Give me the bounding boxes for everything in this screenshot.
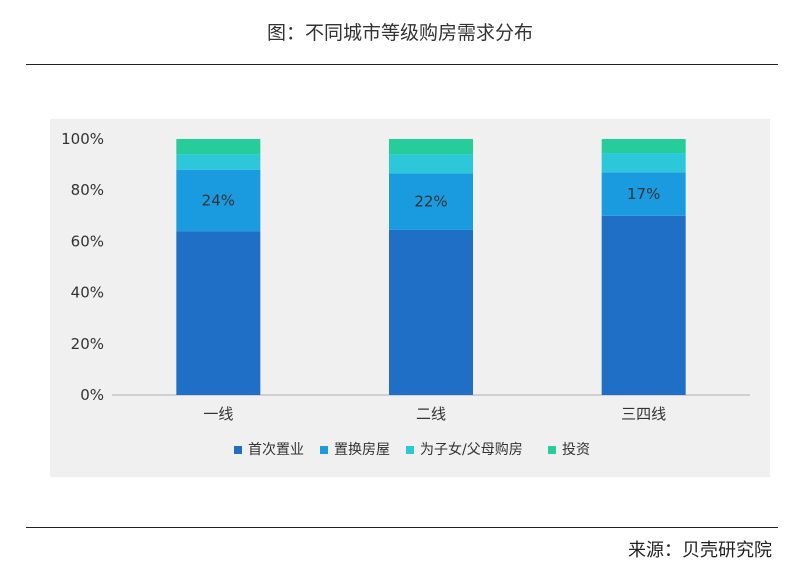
x-category-label: 一线: [203, 405, 233, 423]
bar-data-label: 22%: [414, 193, 447, 211]
bar-segment: [176, 139, 261, 155]
chart-panel: 0% 20% 40% 60% 80% 100% 24% 一线 22% 二线 17% 三四线首次置业 置换…: [50, 119, 770, 477]
bar-segment: [389, 154, 473, 174]
page-title: 图：不同城市等级购房需求分布: [266, 22, 533, 44]
y-tick-label: 100%: [61, 130, 104, 148]
bar-segment: [176, 169, 261, 232]
bar-segment: [389, 229, 473, 395]
bar-segment: [601, 139, 686, 154]
y-tick-label: 0%: [80, 386, 104, 404]
bottom-divider: [26, 527, 778, 528]
legend-swatch: [548, 446, 556, 454]
bar-data-label: 17%: [627, 185, 660, 203]
y-tick-label: 40%: [71, 284, 104, 302]
legend-swatch: [406, 446, 414, 454]
bar-data-label: 24%: [202, 191, 235, 209]
legend-swatch: [320, 446, 328, 454]
legend-label: 为子女/父母购房: [420, 441, 523, 458]
y-tick-label: 80%: [71, 181, 104, 199]
bar-segment: [176, 154, 261, 170]
legend-label: 置换房屋: [334, 441, 390, 458]
bar-segment: [389, 173, 473, 230]
x-category-label: 二线: [416, 405, 446, 423]
y-tick-label: 60%: [71, 232, 104, 250]
top-divider: [26, 64, 778, 65]
bar-segment: [601, 172, 686, 216]
legend-label: 首次置业: [248, 442, 304, 458]
legend-swatch: [234, 446, 242, 454]
source-note: 来源：贝壳研究院: [628, 540, 772, 561]
bar-segment: [389, 139, 473, 155]
bar-segment: [601, 153, 686, 173]
y-tick-label: 20%: [71, 335, 104, 353]
x-category-label: 三四线: [621, 405, 666, 423]
bar-segment: [176, 231, 261, 395]
bar-segment: [601, 215, 686, 395]
legend-label: 投资: [562, 442, 590, 458]
